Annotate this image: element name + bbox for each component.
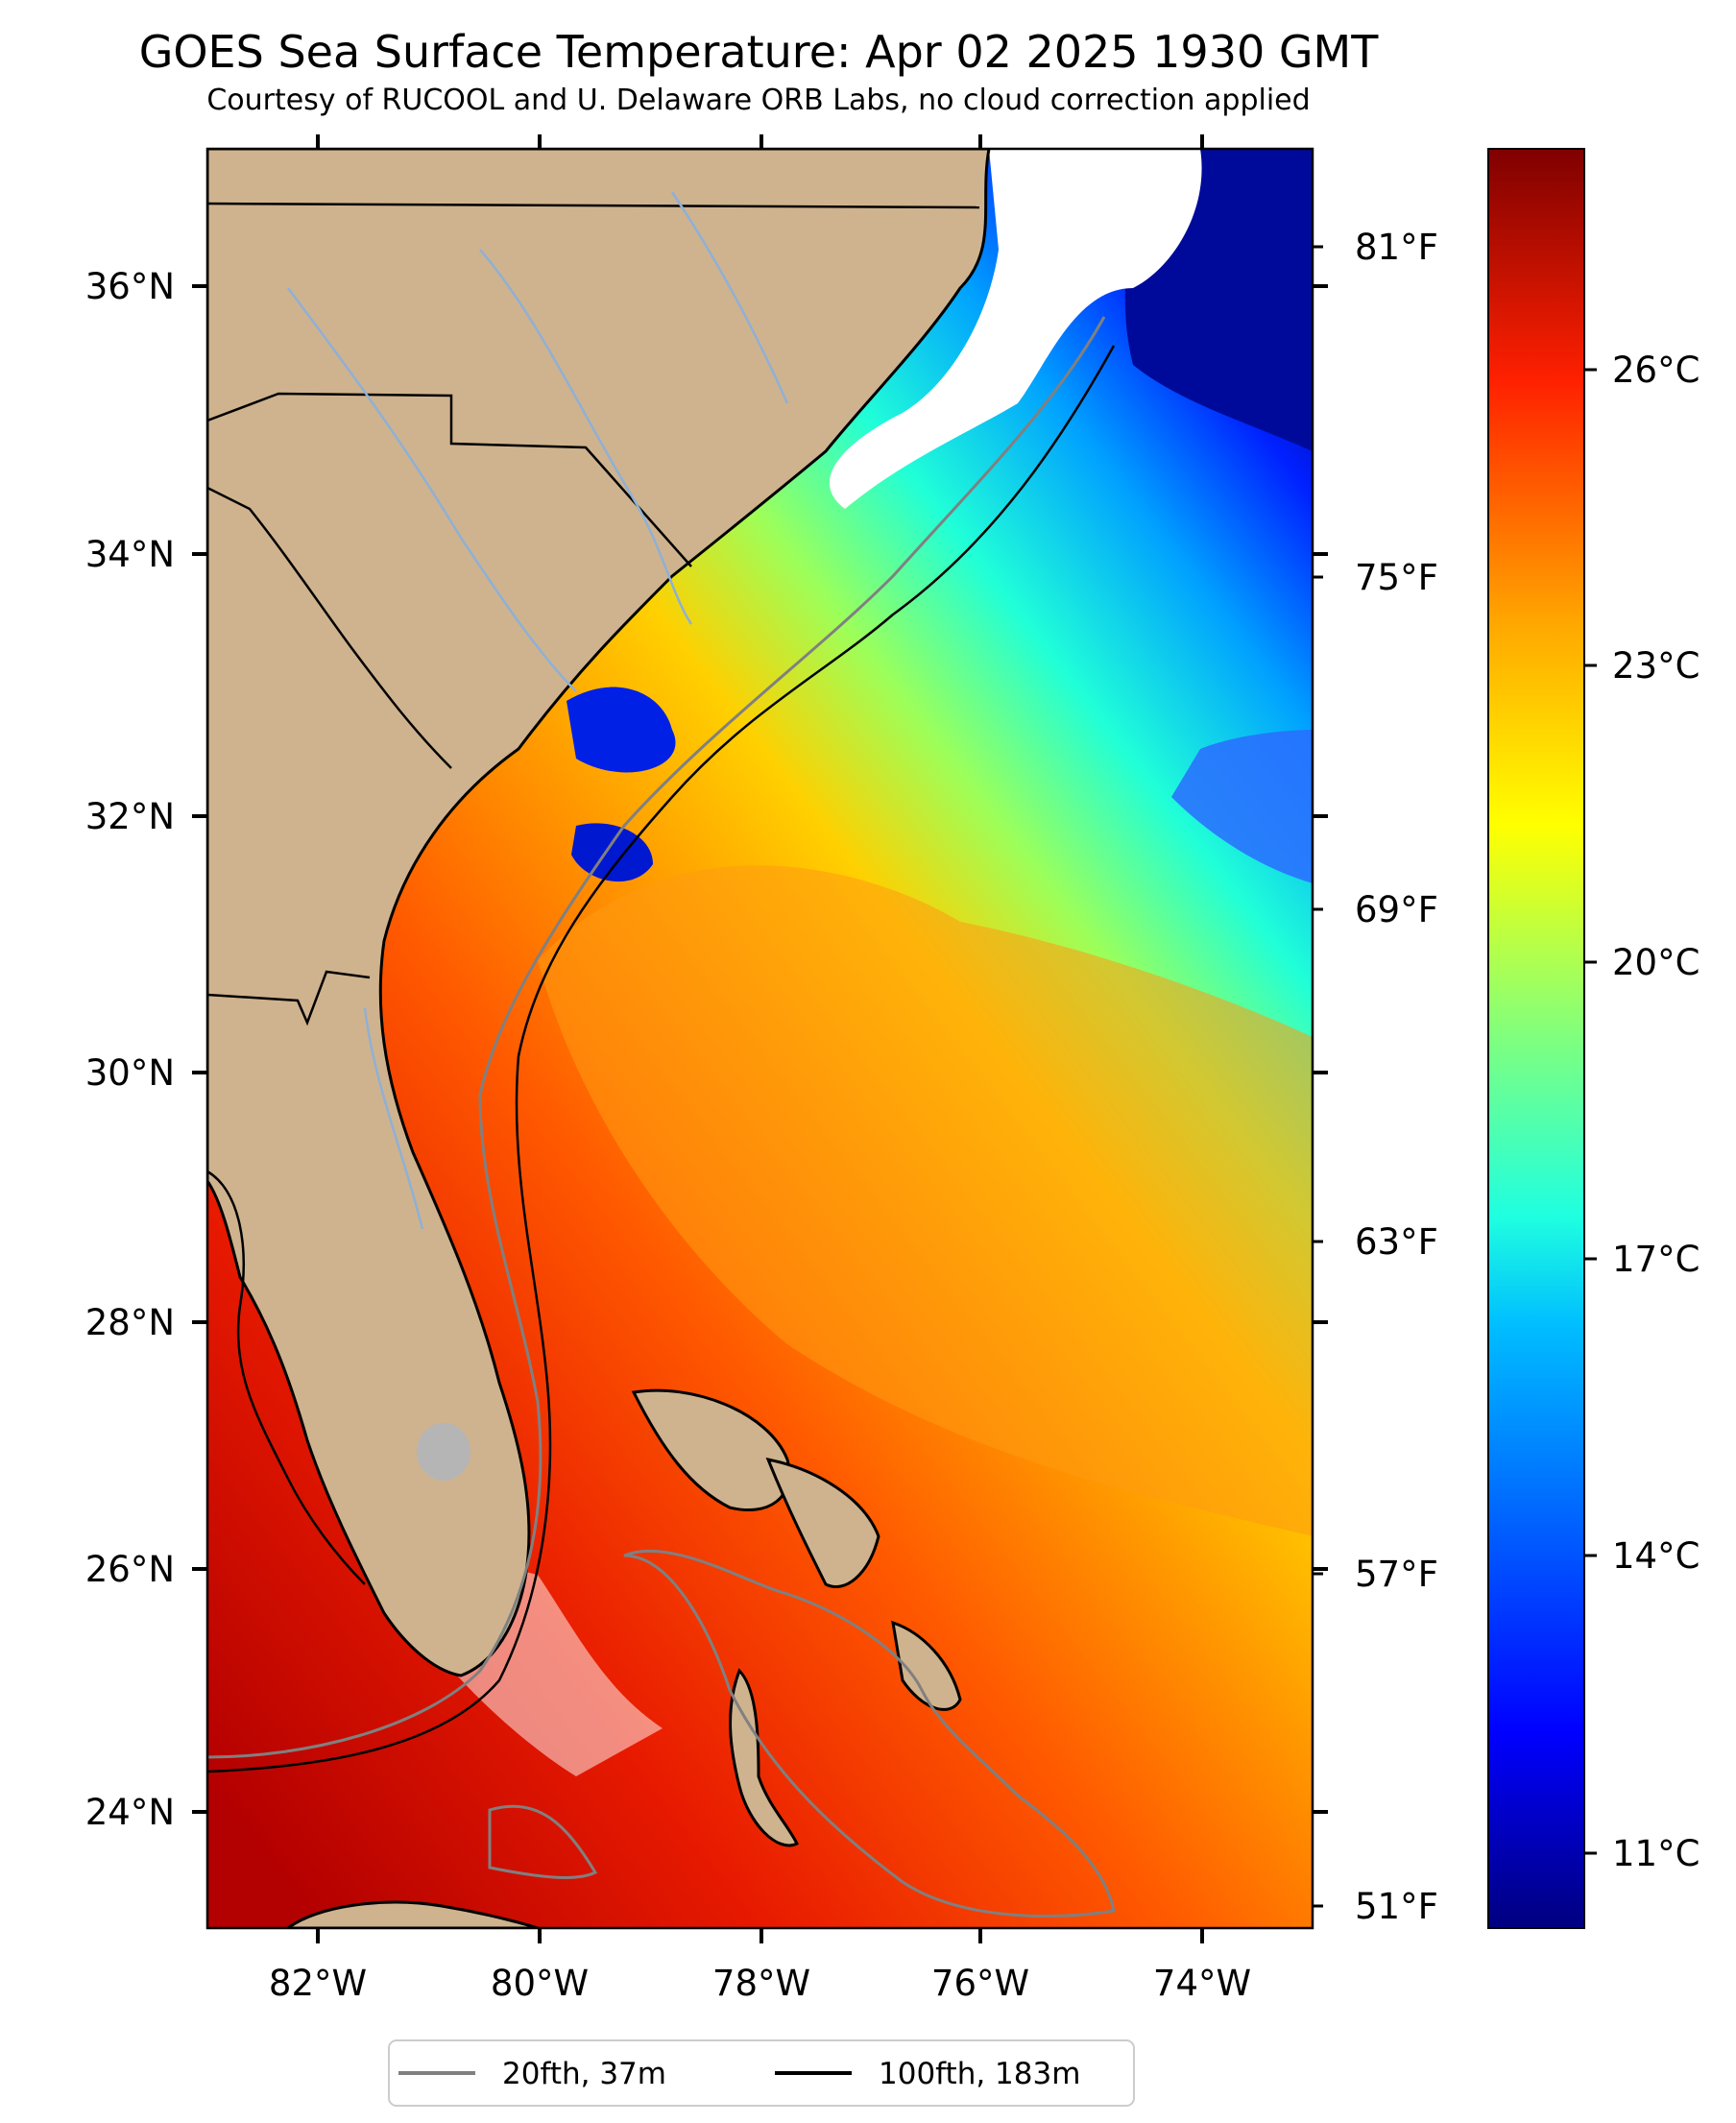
isobath-100fth xyxy=(207,345,1116,1773)
colorbar: 26°C 23°C 20°C 17°C 14°C 11°C xyxy=(1487,148,1700,1929)
us-southeast-land xyxy=(207,149,991,1677)
state-border xyxy=(207,486,452,769)
state-border xyxy=(207,202,980,209)
cold-water-patch xyxy=(571,823,653,882)
figure-subtitle: Courtesy of RUCOOL and U. Delaware ORB L… xyxy=(206,84,1310,117)
coastline xyxy=(207,1170,366,1585)
lat-tick-label: 24°N xyxy=(85,1792,175,1833)
colorbar-tick-label: 11°C xyxy=(1612,1833,1700,1874)
lat-tick-label: 26°N xyxy=(85,1549,175,1590)
lat-tick-label: 28°N xyxy=(85,1302,175,1343)
legend-label-20fth: 20fth, 37m xyxy=(502,2057,666,2091)
bahamas-island xyxy=(729,1668,800,1847)
fahrenheit-tick-label: 81°F xyxy=(1355,227,1438,268)
river xyxy=(286,287,577,692)
cloud-mask xyxy=(829,149,1202,509)
lon-tick-label: 80°W xyxy=(491,1963,589,2004)
lat-tick-label: 30°N xyxy=(85,1052,175,1094)
figure-title: GOES Sea Surface Temperature: Apr 02 202… xyxy=(139,26,1379,78)
latitude-axis: 36°N 34°N 32°N 30°N 28°N 26°N 24°N xyxy=(85,266,1328,1833)
river xyxy=(363,1007,424,1230)
lat-tick-label: 34°N xyxy=(85,534,175,575)
fahrenheit-tick-label: 63°F xyxy=(1355,1221,1438,1263)
gulf-stream-warm-eddies xyxy=(538,865,1313,1536)
bahamas-island xyxy=(631,1388,791,1512)
lon-tick-label: 82°W xyxy=(269,1963,367,2004)
legend: 20fth, 37m 100fth, 183m xyxy=(388,2039,1135,2107)
colorbar-tick-label: 14°C xyxy=(1612,1535,1700,1577)
cold-water-patch xyxy=(567,687,676,773)
lat-tick-label: 32°N xyxy=(85,796,175,837)
river xyxy=(670,191,789,404)
fahrenheit-tick-label: 51°F xyxy=(1355,1886,1438,1927)
fahrenheit-tick-label: 69°F xyxy=(1355,889,1438,930)
longitude-axis: 82°W 80°W 78°W 76°W 74°W xyxy=(269,134,1251,2004)
lon-tick-label: 78°W xyxy=(712,1963,810,2004)
bahamas-island xyxy=(765,1457,880,1588)
lat-tick-label: 36°N xyxy=(85,266,175,307)
colorbar-tick-label: 20°C xyxy=(1612,942,1700,983)
fahrenheit-axis: 81°F 75°F 69°F 63°F 57°F 51°F xyxy=(1313,227,1438,1927)
cay-sal-bank-20fth xyxy=(488,1804,598,1879)
isobath-20fth xyxy=(207,316,1106,1759)
fahrenheit-tick-label: 57°F xyxy=(1355,1554,1438,1595)
colorbar-gradient xyxy=(1487,148,1585,1929)
lon-tick-label: 76°W xyxy=(931,1963,1029,2004)
fahrenheit-tick-label: 75°F xyxy=(1355,557,1438,598)
colorbar-tick-label: 17°C xyxy=(1612,1239,1700,1280)
colorbar-tick-label: 23°C xyxy=(1612,645,1700,687)
bahamas-bank-20fth xyxy=(623,1549,1116,1918)
map-panel xyxy=(207,149,1313,1928)
state-border xyxy=(207,392,692,567)
state-border xyxy=(207,970,371,1026)
lon-tick-label: 74°W xyxy=(1153,1963,1251,2004)
bahamas-island xyxy=(891,1620,962,1711)
legend-box xyxy=(388,2039,1135,2107)
cold-water-patch xyxy=(1171,730,1313,883)
lake-okeechobee xyxy=(417,1423,470,1481)
cuba-coast xyxy=(285,1900,539,1928)
colorbar-tick-label: 26°C xyxy=(1612,350,1700,391)
river xyxy=(479,249,693,625)
legend-label-100fth: 100fth, 183m xyxy=(879,2057,1080,2091)
